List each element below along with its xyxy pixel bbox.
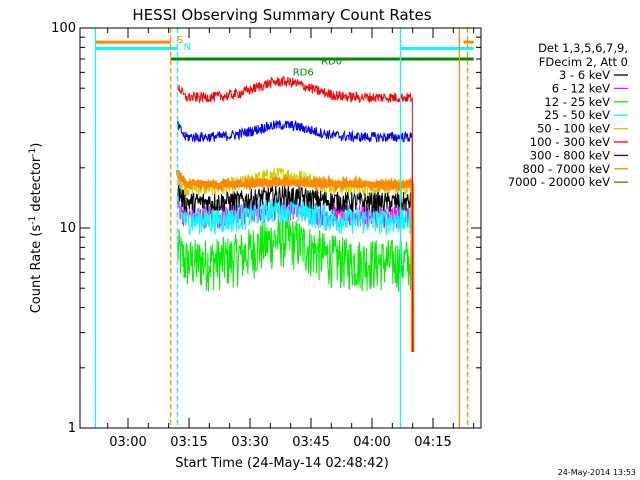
series-line-5 <box>177 75 414 353</box>
overlay-layer: SN RD0 RD6 <box>94 28 474 428</box>
attenuator-marker-label: N <box>184 42 191 53</box>
y-axis-label-end: ) <box>29 143 44 148</box>
legend-label: 300 - 800 keV <box>530 148 610 162</box>
series-line-2 <box>177 216 414 353</box>
legend-label: 7000 - 20000 keV <box>508 175 610 189</box>
region-label: RD0 <box>321 56 342 67</box>
legend-label: 50 - 100 keV <box>537 122 610 136</box>
x-axis: 03:00 03:15 03:30 03:45 04:00 04:15 <box>107 28 475 450</box>
legend-label: 6 - 12 keV <box>552 81 610 95</box>
series-layer <box>175 75 415 353</box>
series-line-0 <box>177 184 414 353</box>
series-line-6 <box>177 119 414 353</box>
y-tick-label: 1 <box>68 421 76 436</box>
x-tick-label: 03:45 <box>292 435 329 450</box>
legend-label: 25 - 50 keV <box>544 108 610 122</box>
y-axis-label: Count Rate (s-1 detector-1) <box>28 143 44 314</box>
region-label: RD6 <box>293 67 314 78</box>
series-line-7 <box>175 169 415 353</box>
y-tick-label: 100 <box>51 21 76 36</box>
x-tick-label: 03:00 <box>109 435 146 450</box>
y-axis-label-rest: detector <box>29 156 44 216</box>
y-axis-label-main: Count Rate (s <box>29 225 44 314</box>
chart-title: HESSI Observing Summary Count Rates <box>132 6 431 24</box>
legend-header-1: Det 1,3,5,6,7,9, <box>538 41 628 55</box>
y-axis: 1 10 100 <box>51 21 481 436</box>
y-tick-label: 10 <box>59 221 76 236</box>
legend-header-2: FDecim 2, Att 0 <box>539 55 628 69</box>
x-tick-label: 03:15 <box>170 435 207 450</box>
legend-label: 100 - 300 keV <box>530 135 610 149</box>
x-tick-label: 04:15 <box>414 435 451 450</box>
y-axis-label-sup2: -1 <box>28 148 38 157</box>
x-tick-label: 03:30 <box>231 435 268 450</box>
legend: Det 1,3,5,6,7,9, FDecim 2, Att 0 3 - 6 k… <box>508 41 628 189</box>
timestamp: 24-May-2014 13:53 <box>558 468 636 477</box>
x-tick-label: 04:00 <box>353 435 390 450</box>
legend-label: 12 - 25 keV <box>544 95 610 109</box>
x-axis-label: Start Time (24-May-14 02:48:42) <box>175 456 389 471</box>
attenuator-marker-label: S <box>177 35 183 46</box>
legend-label: 3 - 6 keV <box>559 68 610 82</box>
legend-label: 800 - 7000 keV <box>522 162 610 176</box>
y-axis-label-sup1: -1 <box>28 216 38 225</box>
